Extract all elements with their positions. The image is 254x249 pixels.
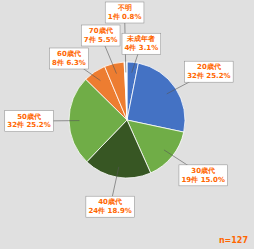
label-box bbox=[86, 196, 134, 217]
value-label: 24件 18.9% bbox=[88, 207, 131, 215]
value-label: 8件 6.3% bbox=[52, 59, 86, 67]
chart: 未成年者4件 3.1%20歳代32件 25.2%30歳代19件 15.0%40歳… bbox=[0, 0, 254, 249]
label-box bbox=[179, 165, 227, 186]
annotation: n=127 bbox=[219, 236, 248, 245]
data-label: 70歳代7件 5.5% bbox=[81, 25, 120, 46]
slices bbox=[69, 62, 185, 178]
category-label: 40歳代 bbox=[98, 198, 122, 206]
data-label: 60歳代8件 6.3% bbox=[50, 48, 89, 69]
category-label: 20歳代 bbox=[197, 63, 221, 71]
value-label: 4件 3.1% bbox=[125, 44, 159, 52]
label-box bbox=[50, 48, 89, 69]
data-label: 40歳代24件 18.9% bbox=[86, 196, 134, 217]
value-label: 32件 25.2% bbox=[7, 121, 50, 129]
data-label: 50歳代32件 25.2% bbox=[5, 111, 53, 132]
value-label: 1件 0.8% bbox=[108, 13, 142, 21]
value-label: 7件 5.5% bbox=[84, 36, 118, 44]
data-label: 30歳代19件 15.0% bbox=[179, 165, 227, 186]
label-box bbox=[81, 25, 120, 46]
category-label: 30歳代 bbox=[191, 167, 215, 175]
value-label: 32件 25.2% bbox=[187, 72, 230, 80]
label-box bbox=[185, 61, 233, 82]
category-label: 不明 bbox=[117, 4, 132, 12]
data-label: 未成年者4件 3.1% bbox=[122, 33, 161, 54]
category-label: 60歳代 bbox=[57, 50, 81, 58]
data-label: 不明1件 0.8% bbox=[105, 2, 144, 23]
label-box bbox=[105, 2, 144, 23]
background bbox=[0, 0, 254, 249]
data-label: 20歳代32件 25.2% bbox=[185, 61, 233, 82]
category-label: 未成年者 bbox=[126, 35, 155, 43]
category-label: 50歳代 bbox=[17, 113, 41, 121]
category-label: 70歳代 bbox=[89, 27, 113, 35]
value-label: 19件 15.0% bbox=[181, 176, 224, 184]
label-box bbox=[122, 33, 161, 54]
label-box bbox=[5, 111, 53, 132]
labels: 未成年者4件 3.1%20歳代32件 25.2%30歳代19件 15.0%40歳… bbox=[5, 2, 233, 217]
slice bbox=[105, 62, 127, 120]
